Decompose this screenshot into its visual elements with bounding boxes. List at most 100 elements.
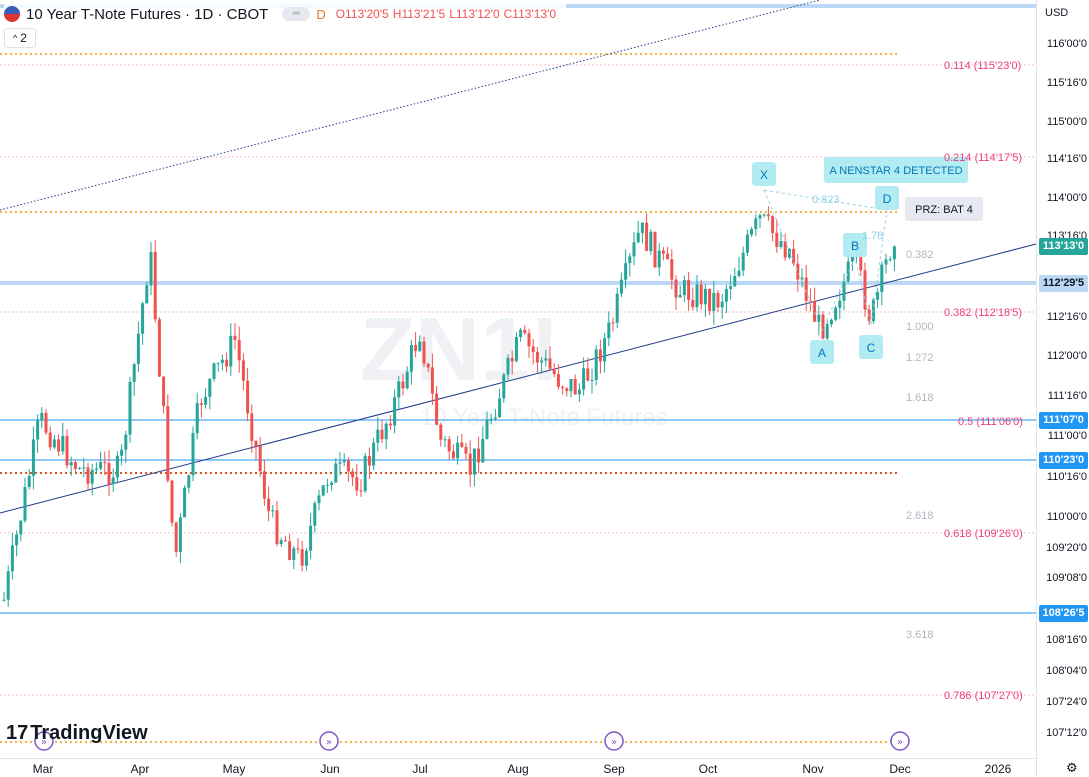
candle-body [288, 541, 292, 560]
tradingview-logo[interactable]: 17 TradingView [6, 722, 148, 744]
candle-body [57, 439, 61, 452]
candle-body [460, 442, 464, 447]
prz-label: PRZ: BAT 4 [905, 197, 983, 221]
price-label: 107'12'0 [1046, 727, 1087, 739]
fib-label-0786: 0.786 (107'27'0) [944, 690, 1023, 702]
svg-text:»: » [897, 737, 903, 748]
candle-body [36, 420, 40, 440]
gear-icon[interactable]: ⚙ [1066, 760, 1078, 775]
candle-body [766, 214, 770, 217]
candle-body [141, 303, 145, 334]
ratio-0382: 0.382 [906, 249, 934, 261]
candle-body [271, 510, 275, 512]
candle-body [145, 285, 149, 304]
candle-body [426, 363, 430, 368]
candle-body [792, 248, 796, 264]
chart-header: 10 Year T-Note Futures · 1D · CBOT ═ D O… [4, 3, 567, 25]
price-axis[interactable]: USD 116'00'0 115'16'0 115'00'0 114'16'0 … [1036, 0, 1089, 776]
candle-body [451, 451, 455, 459]
watermark-symbol: ZN1! [360, 300, 560, 400]
candle-body [435, 393, 439, 425]
price-label: 114'16'0 [1046, 153, 1087, 165]
candle-body [666, 253, 670, 260]
candle-body [111, 477, 115, 485]
x-label-may: May [222, 762, 246, 776]
svg-text:»: » [326, 737, 332, 748]
currency-label[interactable]: USD [1045, 7, 1069, 19]
candle-body [729, 286, 733, 290]
candle-body [86, 467, 90, 484]
price-tag-last[interactable]: 113'13'0 [1039, 238, 1088, 255]
time-axis[interactable]: Mar Apr May Jun Jul Aug Sep Oct Nov Dec … [0, 758, 1036, 777]
trendline-upper[interactable] [0, 0, 821, 211]
trendline-lower[interactable] [0, 243, 1036, 514]
price-tag-level[interactable]: 108'26'5 [1039, 605, 1088, 622]
toggle-badge[interactable]: ═ [282, 7, 311, 21]
svg-text:A NENSTAR 4 DETECTED: A NENSTAR 4 DETECTED [829, 165, 962, 177]
candle-body [363, 455, 367, 492]
candle-body [695, 284, 699, 308]
price-tag-level[interactable]: 112'29'5 [1039, 275, 1088, 292]
candle-body [309, 525, 313, 551]
harmonic-point-c: C [859, 335, 883, 359]
candle-body [82, 467, 86, 469]
candle-body [393, 397, 397, 426]
candle-body [304, 550, 308, 566]
candle-body [531, 346, 535, 353]
candle-body [23, 487, 27, 521]
ratio-1272: 1.272 [906, 352, 934, 364]
candle-body [544, 358, 548, 361]
candle-body [19, 520, 23, 535]
candle-body [225, 359, 229, 367]
candle-body [15, 534, 19, 546]
candle-body [334, 463, 338, 483]
harmonic-point-a: A [810, 340, 834, 364]
price-tag-level[interactable]: 111'07'0 [1039, 412, 1088, 429]
svg-text:A: A [818, 346, 826, 360]
candle-body [317, 495, 321, 504]
candle-body [464, 446, 468, 454]
chevron-up-icon: ^ [13, 33, 18, 43]
x-label-2026: 2026 [984, 762, 1012, 776]
candle-body [737, 270, 741, 276]
candle-body [90, 469, 94, 484]
svg-text:D: D [883, 192, 892, 206]
price-tag-level[interactable]: 110'23'0 [1039, 452, 1088, 469]
x-label-oct: Oct [698, 762, 718, 776]
candle-body [418, 341, 422, 351]
candle-body [523, 329, 527, 334]
candle-body [787, 248, 791, 258]
price-label: 108'04'0 [1046, 665, 1087, 677]
event-icons[interactable]: » » » » [34, 731, 910, 751]
price-label: 116'00'0 [1046, 38, 1087, 50]
price-label: 115'16'0 [1046, 77, 1087, 89]
candle-body [351, 471, 355, 478]
svg-text:X: X [760, 168, 768, 182]
ohlc-high: H113'21'5 [392, 7, 446, 21]
candle-body [388, 423, 392, 426]
tv-mark-icon: 17 [6, 722, 29, 744]
ohlc-close: C113'13'0 [503, 7, 557, 21]
candle-body [834, 307, 838, 320]
candle-body [153, 252, 157, 320]
indicator-count-button[interactable]: ^ 2 [4, 28, 36, 48]
candle-body [884, 259, 888, 265]
harmonic-point-x: X [752, 162, 776, 186]
candle-body [821, 314, 825, 339]
indicator-count: 2 [20, 31, 27, 45]
candle-body [519, 329, 523, 338]
ratio-1000: 1.000 [906, 321, 934, 333]
price-chart[interactable]: ZN1! 10 Year T-Note Futures X A B [0, 0, 1036, 776]
symbol-title[interactable]: 10 Year T-Note Futures · 1D · CBOT [26, 5, 269, 23]
candle-body [275, 510, 279, 545]
candle-body [65, 435, 69, 466]
candle-body [267, 498, 271, 512]
candle-body [262, 471, 266, 499]
candle-body [233, 335, 237, 340]
candle-body [456, 442, 460, 459]
candle-body [149, 252, 153, 286]
candle-body [401, 381, 405, 389]
candle-body [241, 360, 245, 381]
x-label-jun: Jun [320, 762, 340, 776]
candle-body [565, 388, 569, 392]
